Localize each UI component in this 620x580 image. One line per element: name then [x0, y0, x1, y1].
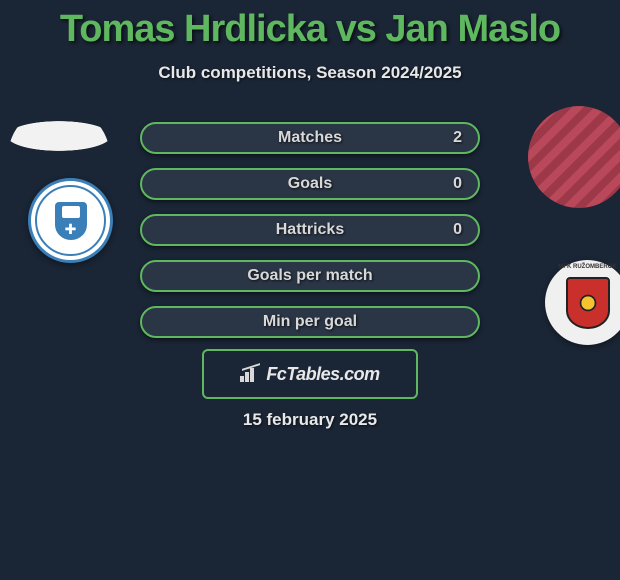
page-title: Tomas Hrdlicka vs Jan Maslo	[0, 0, 620, 51]
stat-label: Goals per match	[247, 267, 372, 285]
bar-chart-icon	[240, 366, 260, 382]
player-right-avatar	[528, 106, 620, 208]
player-left-avatar-shape	[8, 122, 110, 150]
club-right-shield-icon	[566, 277, 610, 329]
stat-row: Goals per match	[140, 260, 480, 292]
stats-list: Matches 2 Goals 0 Hattricks 0 Goals per …	[140, 122, 480, 352]
stat-row: Hattricks 0	[140, 214, 480, 246]
stat-label: Goals	[288, 175, 332, 193]
brand-box: FcTables.com	[202, 349, 418, 399]
stat-label: Matches	[278, 129, 342, 147]
stat-value: 0	[453, 175, 462, 193]
subtitle: Club competitions, Season 2024/2025	[0, 63, 620, 83]
stat-label: Hattricks	[276, 221, 344, 239]
club-right-text: MFK RUŽOMBEROK	[545, 264, 620, 270]
stat-label: Min per goal	[263, 313, 357, 331]
club-left-shield-icon	[55, 202, 87, 240]
stat-value: 2	[453, 129, 462, 147]
date-label: 15 february 2025	[0, 410, 620, 430]
brand-text: FcTables.com	[266, 364, 379, 385]
stat-value: 0	[453, 221, 462, 239]
club-left-logo	[28, 178, 113, 263]
club-right-logo: MFK RUŽOMBEROK	[545, 260, 620, 345]
stat-row: Goals 0	[140, 168, 480, 200]
stat-row: Min per goal	[140, 306, 480, 338]
stat-row: Matches 2	[140, 122, 480, 154]
